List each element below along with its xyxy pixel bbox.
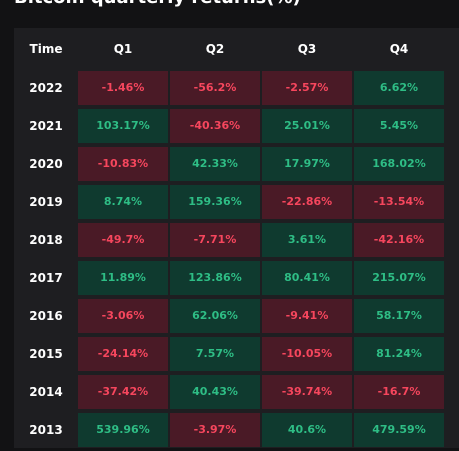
return-cell-q1: 8.74% bbox=[78, 185, 168, 219]
table-row: 2013 539.96% -3.97% 40.6% 479.59% bbox=[14, 413, 459, 451]
header-q2: Q2 bbox=[205, 42, 225, 56]
return-cell-q3: 80.41% bbox=[262, 261, 352, 295]
year-cell: 2020 bbox=[29, 157, 63, 171]
table-row: 2014 -37.42% 40.43% -39.74% -16.7% bbox=[14, 375, 459, 413]
return-cell-q3: 17.97% bbox=[262, 147, 352, 181]
return-cell-q1: 103.17% bbox=[78, 109, 168, 143]
year-cell: 2019 bbox=[29, 195, 63, 209]
table-row: 2018 -49.7% -7.71% 3.61% -42.16% bbox=[14, 223, 459, 261]
table-row: 2022 -1.46% -56.2% -2.57% 6.62% bbox=[14, 71, 459, 109]
table-row: 2017 11.89% 123.86% 80.41% 215.07% bbox=[14, 261, 459, 299]
return-cell-q2: 159.36% bbox=[170, 185, 260, 219]
return-cell-q2: 42.33% bbox=[170, 147, 260, 181]
return-cell-q1: -1.46% bbox=[78, 71, 168, 105]
return-cell-q4: 168.02% bbox=[354, 147, 444, 181]
return-cell-q3: 40.6% bbox=[262, 413, 352, 447]
table-header: Time Q1 Q2 Q3 Q4 bbox=[14, 28, 459, 70]
header-q4: Q4 bbox=[389, 42, 409, 56]
return-cell-q4: 81.24% bbox=[354, 337, 444, 371]
return-cell-q2: 62.06% bbox=[170, 299, 260, 333]
return-cell-q2: -56.2% bbox=[170, 71, 260, 105]
return-cell-q4: 479.59% bbox=[354, 413, 444, 447]
page-title: Bitcoin quarterly returns(%) bbox=[14, 0, 301, 8]
return-cell-q1: -24.14% bbox=[78, 337, 168, 371]
table-row: 2020 -10.83% 42.33% 17.97% 168.02% bbox=[14, 147, 459, 185]
return-cell-q4: 5.45% bbox=[354, 109, 444, 143]
returns-table: Time Q1 Q2 Q3 Q4 2022 -1.46% -56.2% -2.57% 6… bbox=[14, 28, 459, 448]
return-cell-q1: -3.06% bbox=[78, 299, 168, 333]
return-cell-q2: 40.43% bbox=[170, 375, 260, 409]
return-cell-q4: -42.16% bbox=[354, 223, 444, 257]
header-q3: Q3 bbox=[297, 42, 317, 56]
table-row: 2021 103.17% -40.36% 25.01% 5.45% bbox=[14, 109, 459, 147]
return-cell-q3: -9.41% bbox=[262, 299, 352, 333]
return-cell-q2: 7.57% bbox=[170, 337, 260, 371]
return-cell-q2: -7.71% bbox=[170, 223, 260, 257]
year-cell: 2013 bbox=[29, 423, 63, 437]
year-cell: 2015 bbox=[29, 347, 63, 361]
return-cell-q1: 539.96% bbox=[78, 413, 168, 447]
return-cell-q3: -2.57% bbox=[262, 71, 352, 105]
return-cell-q4: -13.54% bbox=[354, 185, 444, 219]
year-cell: 2014 bbox=[29, 385, 63, 399]
return-cell-q3: -39.74% bbox=[262, 375, 352, 409]
table-row: 2015 -24.14% 7.57% -10.05% 81.24% bbox=[14, 337, 459, 375]
return-cell-q4: 58.17% bbox=[354, 299, 444, 333]
year-cell: 2022 bbox=[29, 81, 63, 95]
year-cell: 2016 bbox=[29, 309, 63, 323]
return-cell-q2: -3.97% bbox=[170, 413, 260, 447]
year-cell: 2021 bbox=[29, 119, 63, 133]
header-time: Time bbox=[29, 42, 63, 56]
return-cell-q3: 25.01% bbox=[262, 109, 352, 143]
return-cell-q2: -40.36% bbox=[170, 109, 260, 143]
year-cell: 2017 bbox=[29, 271, 63, 285]
table-row: 2019 8.74% 159.36% -22.86% -13.54% bbox=[14, 185, 459, 223]
year-cell: 2018 bbox=[29, 233, 63, 247]
return-cell-q4: 215.07% bbox=[354, 261, 444, 295]
return-cell-q1: -37.42% bbox=[78, 375, 168, 409]
header-q1: Q1 bbox=[113, 42, 133, 56]
return-cell-q3: -22.86% bbox=[262, 185, 352, 219]
return-cell-q3: -10.05% bbox=[262, 337, 352, 371]
return-cell-q3: 3.61% bbox=[262, 223, 352, 257]
return-cell-q1: 11.89% bbox=[78, 261, 168, 295]
return-cell-q4: -16.7% bbox=[354, 375, 444, 409]
table-row: 2016 -3.06% 62.06% -9.41% 58.17% bbox=[14, 299, 459, 337]
return-cell-q1: -10.83% bbox=[78, 147, 168, 181]
return-cell-q4: 6.62% bbox=[354, 71, 444, 105]
return-cell-q2: 123.86% bbox=[170, 261, 260, 295]
return-cell-q1: -49.7% bbox=[78, 223, 168, 257]
